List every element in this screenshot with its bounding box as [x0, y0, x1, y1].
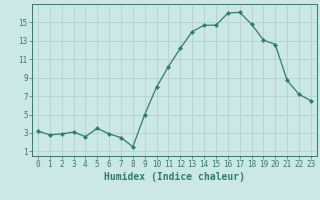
X-axis label: Humidex (Indice chaleur): Humidex (Indice chaleur) [104, 172, 245, 182]
